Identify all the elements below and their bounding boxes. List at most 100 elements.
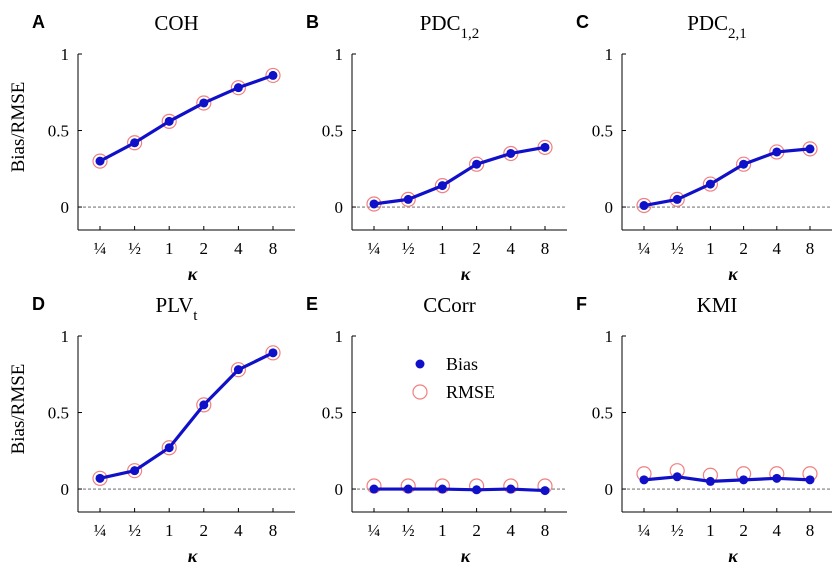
panel-letter: A [32, 12, 45, 32]
bias-point [705, 179, 715, 189]
y-tick-label: 1 [61, 45, 70, 64]
x-axis-label: κ [728, 546, 738, 566]
y-tick-label: 1 [605, 45, 614, 64]
bias-point [705, 476, 715, 486]
panel-letter: D [32, 294, 45, 314]
bias-line [643, 147, 811, 208]
x-tick-label: 8 [541, 521, 550, 540]
x-tick-label: 4 [773, 239, 782, 258]
panel-letter: F [576, 294, 587, 314]
bias-point [472, 485, 482, 495]
y-tick-label: 0 [605, 198, 614, 217]
bias-point [506, 484, 516, 494]
panel-d: 0 0.5 1 ¼ ½ 1 2 4 8 κ Bias/RMSE D PLVt [8, 293, 295, 566]
rmse-point [230, 362, 246, 378]
x-tick-label: 8 [806, 521, 815, 540]
x-tick-label: ¼ [368, 239, 381, 258]
y-tick-label: 0 [335, 480, 344, 499]
y-tick-label: 0 [61, 480, 70, 499]
y-tick-label: 0.5 [322, 404, 343, 423]
x-tick-label: ¼ [94, 239, 107, 258]
bias-point [540, 142, 550, 152]
x-tick-label: 1 [165, 521, 174, 540]
x-tick-label: 2 [200, 239, 209, 258]
x-axis-label: κ [188, 546, 198, 566]
legend: Bias RMSE [412, 354, 495, 402]
bias-line [99, 351, 274, 480]
rmse-point [161, 113, 177, 129]
x-tick-label: 8 [269, 239, 278, 258]
bias-point [369, 199, 379, 209]
x-tick-label: 1 [438, 521, 447, 540]
y-tick-label: 0.5 [48, 404, 69, 423]
x-tick-label: ½ [402, 521, 415, 540]
bias-point [672, 472, 682, 482]
bias-point [233, 365, 243, 375]
bias-point [472, 159, 482, 169]
bias-point [199, 400, 209, 410]
panel-a: 0 0.5 1 ¼ ½ 1 2 4 8 κ Bias/RMSE A COH [8, 11, 295, 284]
bias-point [739, 159, 749, 169]
y-tick-label: 0.5 [592, 404, 613, 423]
bias-line [643, 475, 811, 483]
y-tick-label: 1 [335, 327, 344, 346]
panel-e: 0 0.5 1 ¼ ½ 1 2 4 8 κ E CCorr [306, 293, 567, 566]
rmse-point [127, 135, 143, 151]
y-axis-label: Bias/RMSE [8, 82, 29, 173]
x-tick-label: 1 [438, 239, 447, 258]
x-tick-label: 2 [472, 239, 481, 258]
bias-point [506, 148, 516, 158]
x-tick-label: 4 [507, 521, 516, 540]
rmse-point [434, 178, 450, 194]
x-tick-label: ¼ [94, 521, 107, 540]
x-tick-label: 1 [706, 239, 715, 258]
x-tick-label: 2 [472, 521, 481, 540]
rmse-point [265, 345, 281, 361]
panel-title: COH [154, 11, 198, 35]
y-tick-label: 0 [335, 198, 344, 217]
rmse-point [735, 156, 752, 172]
bias-line [373, 145, 546, 206]
bias-point [540, 486, 550, 496]
x-tick-label: 4 [507, 239, 516, 258]
bias-point [199, 98, 209, 108]
x-axis-label: κ [728, 264, 738, 284]
panel-title: PDC1,2 [420, 11, 480, 42]
x-axis-label: κ [461, 546, 471, 566]
legend-rmse-marker [412, 384, 428, 400]
x-tick-label: 1 [165, 239, 174, 258]
x-tick-label: 8 [806, 239, 815, 258]
y-tick-label: 0 [61, 198, 70, 217]
x-tick-label: 2 [739, 239, 748, 258]
bias-point [403, 484, 413, 494]
rmse-point [92, 153, 108, 169]
rmse-point [196, 397, 212, 413]
x-tick-label: ½ [128, 239, 141, 258]
bias-point [437, 484, 447, 494]
bias-point [639, 201, 649, 211]
y-axis-label: Bias/RMSE [8, 364, 29, 455]
x-tick-label: ½ [128, 521, 141, 540]
panel-title: PDC2,1 [687, 11, 747, 42]
x-tick-label: ¼ [638, 521, 651, 540]
x-axis-label: κ [188, 264, 198, 284]
rmse-point [196, 95, 212, 111]
x-tick-label: 8 [541, 239, 550, 258]
panel-letter: E [306, 294, 318, 314]
y-tick-label: 1 [605, 327, 614, 346]
bias-point [369, 484, 379, 494]
x-tick-label: 1 [706, 521, 715, 540]
panel-f: 0 0.5 1 ¼ ½ 1 2 4 8 κ F KMI [576, 293, 832, 566]
y-tick-label: 0.5 [48, 122, 69, 141]
bias-point [403, 194, 413, 204]
x-tick-label: 2 [200, 521, 209, 540]
panel-letter: C [576, 12, 589, 32]
rmse-point [161, 440, 177, 456]
bias-point [437, 181, 447, 191]
bias-line [99, 73, 274, 163]
bias-point [772, 147, 782, 157]
bias-point [95, 156, 105, 166]
x-tick-label: ¼ [368, 521, 381, 540]
x-tick-label: 4 [234, 521, 243, 540]
rmse-point [230, 80, 246, 96]
